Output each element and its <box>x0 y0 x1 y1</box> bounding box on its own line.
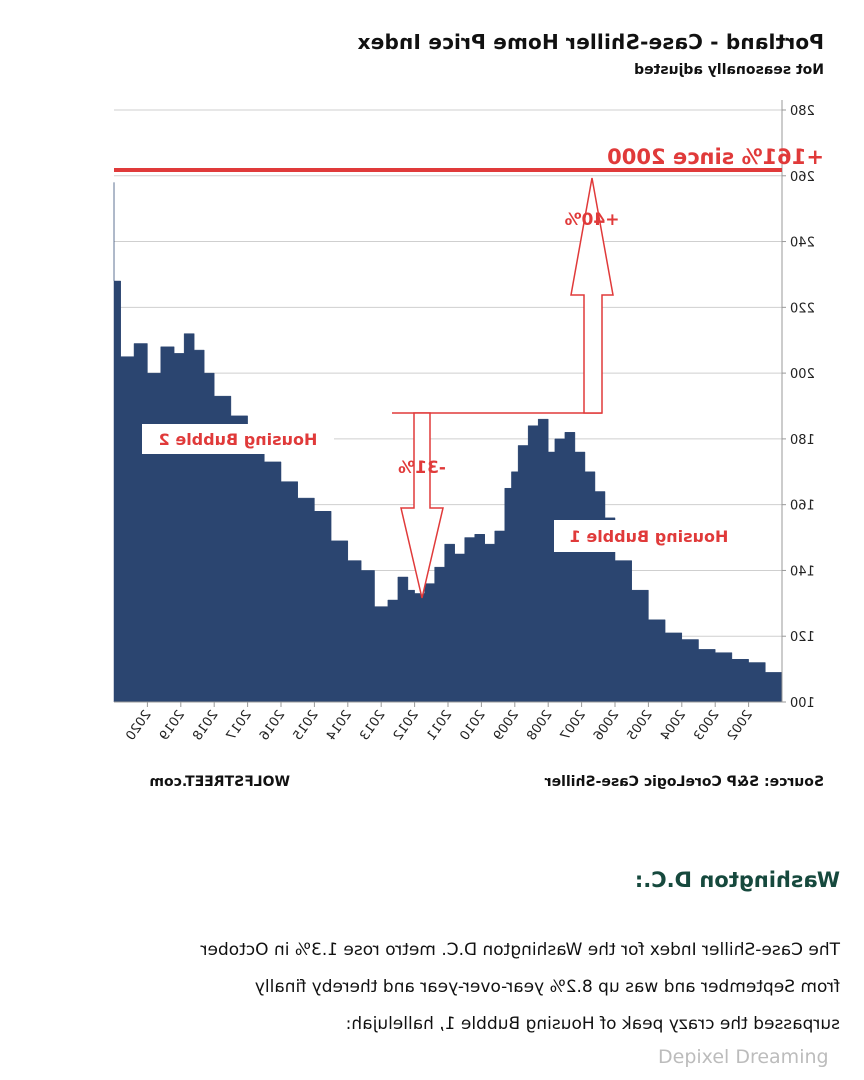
y-tick-label: 220 <box>790 301 815 316</box>
annotation-layer: +161% since 2000 -31% +40% Housing Bubbl… <box>114 145 824 599</box>
x-tick-label: 2016 <box>257 708 288 744</box>
x-tick-label: 2020 <box>123 708 154 744</box>
x-tick-label: 2003 <box>691 708 722 744</box>
y-tick-label: 100 <box>790 696 815 711</box>
y-tick-label: 200 <box>790 367 815 382</box>
x-axis: 2002200320042005200620072008200920102011… <box>114 701 782 744</box>
paragraph: The Case-Shiller Index for the Washingto… <box>40 932 840 1043</box>
x-tick-label: 2006 <box>591 708 622 744</box>
rise-label: +40% <box>565 210 620 230</box>
y-tick-label: 140 <box>790 564 815 579</box>
x-tick-label: 2019 <box>157 708 188 744</box>
rise-arrow <box>570 177 614 414</box>
y-axis: 100 120 140 160 180 200 220 240 260 280 <box>781 100 815 711</box>
y-tick-label: 160 <box>790 499 815 514</box>
paragraph-line: The Case-Shiller Index for the Washingto… <box>200 940 840 960</box>
x-tick-label: 2012 <box>391 708 422 744</box>
y-tick-label: 260 <box>790 170 815 185</box>
bubble2-label: Housing Bubble 2 <box>159 430 318 449</box>
drop-arrow <box>400 412 444 599</box>
x-tick-label: 2007 <box>558 708 589 744</box>
x-tick-label: 2017 <box>224 708 255 744</box>
y-tick-label: 120 <box>790 630 815 645</box>
source-label: Source: S&P CoreLogic Case-Shiller <box>544 774 824 790</box>
wolfstreet-credit: WOLFSTREET.com <box>149 774 290 790</box>
x-tick-label: 2015 <box>290 708 321 744</box>
y-tick-label: 280 <box>790 104 815 119</box>
bubble1-label-box <box>554 520 744 552</box>
x-tick-label: 2018 <box>190 708 221 744</box>
x-tick-label: 2008 <box>524 708 555 744</box>
x-tick-label: 2011 <box>424 708 455 744</box>
price-index-area <box>113 182 783 703</box>
x-tick-label: 2014 <box>324 708 355 744</box>
bubble2-label-box <box>142 424 334 454</box>
y-tick-label: 240 <box>790 236 815 251</box>
x-tick-label: 2013 <box>357 708 388 744</box>
x-tick-label: 2009 <box>491 708 522 744</box>
x-tick-label: 2004 <box>658 708 689 744</box>
area-layer <box>113 182 783 703</box>
x-tick-label: 2005 <box>624 708 655 744</box>
drop-label: -31% <box>398 458 446 478</box>
x-tick-label: 2002 <box>725 708 756 744</box>
bubble1-label: Housing Bubble 1 <box>570 527 729 546</box>
x-tick-label: 2010 <box>457 708 488 744</box>
growth-label: +161% since 2000 <box>607 145 824 169</box>
chart-subtitle: Not seasonally adjusted <box>634 62 824 78</box>
section-heading: Washington D.C.: <box>634 868 840 892</box>
watermark: Depixel Dreaming <box>658 1046 829 1068</box>
paragraph-line: surpassed the crazy peak of Housing Bubb… <box>345 1014 840 1034</box>
y-tick-label: 180 <box>790 433 815 448</box>
paragraph-line: from September and was up 8.2% year-over… <box>254 977 840 997</box>
chart-title: Portland - Case-Shiller Home Price Index <box>357 30 824 54</box>
